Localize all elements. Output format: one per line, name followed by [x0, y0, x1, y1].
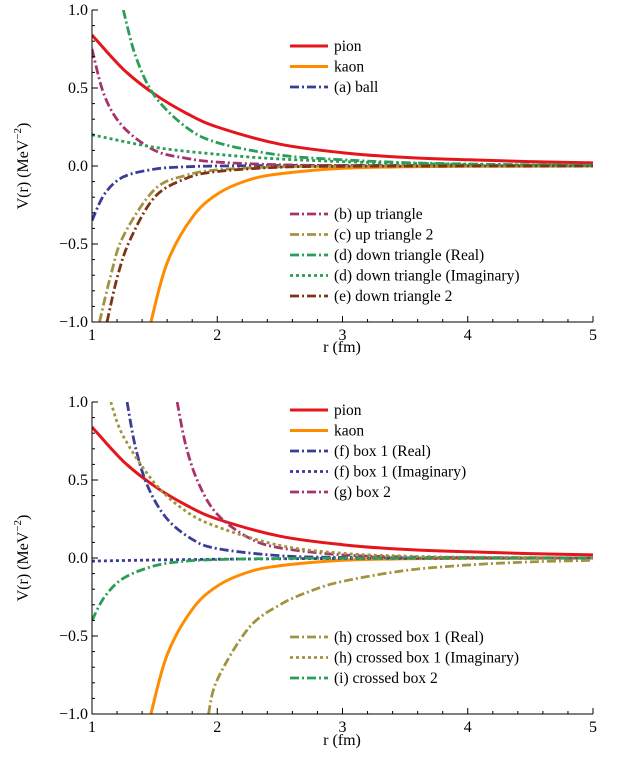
top-series-line-7 [105, 164, 593, 322]
bottom-y-axis-label: V(r) (MeV−2) [12, 515, 32, 602]
top-legend-label-0: pion [334, 38, 362, 55]
top-series-group [92, 10, 593, 322]
bottom-y-axis-label-main: V(r) (MeV [15, 531, 32, 601]
bottom-y-tick-label-0: −1.0 [59, 706, 88, 723]
bottom-y-tick-label-4: 1.0 [68, 394, 88, 411]
bottom-legend-label-3: (f) box 1 (Imaginary) [334, 464, 466, 481]
top-legend-group: pion kaon (a) ball (b) up triangle (c) up tr… [290, 38, 520, 305]
bottom-legend-label-5: (h) crossed box 1 (Real) [334, 629, 484, 646]
bottom-legend-label-0: pion [334, 402, 362, 419]
bottom-legend-label-2: (f) box 1 (Real) [334, 443, 431, 460]
top-x-tick-label-3: 4 [464, 327, 472, 344]
top-series-line-0 [92, 33, 593, 165]
bottom-legend-group: pion kaon (f) box 1 (Real) (f) box 1 (Imagi… [290, 402, 519, 687]
bottom-x-tick-label-2: 3 [339, 719, 347, 736]
bottom-x-tick-label-4: 5 [589, 719, 597, 736]
bottom-y-tick-label-3: 0.5 [68, 472, 88, 489]
bottom-legend-label-1: kaon [334, 423, 364, 440]
bottom-series-line-5 [207, 558, 593, 714]
bottom-panel: 1 2 3 4 5 −1.0 −0.5 0.0 0.5 1.0 pion kaon (f) box 1… [12, 394, 597, 749]
top-y-tick-label-0: −1.0 [59, 314, 88, 331]
bottom-legend-label-7: (i) crossed box 2 [334, 670, 438, 687]
top-y-axis-label: V(r) (MeV−2) [12, 123, 32, 210]
top-legend-label-7: (e) down triangle 2 [334, 288, 452, 305]
top-legend-label-6: (d) down triangle (Imaginary) [334, 268, 520, 285]
bottom-y-tick-label-2: 0.0 [68, 550, 88, 567]
top-y-axis-label-close: ) [15, 123, 32, 128]
top-y-tick-label-2: 0.0 [68, 158, 88, 175]
top-x-tick-label-2: 3 [339, 327, 347, 344]
bottom-series-line-7 [92, 556, 593, 622]
bottom-x-tick-label-3: 4 [464, 719, 472, 736]
top-series-line-3 [92, 48, 593, 168]
top-panel: 1 2 3 4 5 −1.0 −0.5 0.0 0.5 1.0 pion kaon (a) ball (… [12, 2, 597, 356]
top-legend-label-4: (c) up triangle 2 [334, 227, 433, 244]
top-legend-label-1: kaon [334, 59, 364, 76]
top-legend-label-5: (d) down triangle (Real) [334, 247, 484, 264]
top-y-tick-label-1: −0.5 [59, 236, 88, 253]
top-y-axis-label-main: V(r) (MeV [15, 139, 32, 209]
bottom-x-tick-label-1: 2 [213, 719, 221, 736]
bottom-y-axis-label-close: ) [15, 515, 32, 520]
bottom-x-axis-label: r (fm) [323, 732, 361, 749]
bottom-y-tick-label-1: −0.5 [59, 628, 88, 645]
bottom-series-group [92, 402, 593, 714]
top-legend-label-2: (a) ball [334, 79, 378, 96]
top-x-tick-label-0: 1 [88, 327, 96, 344]
bottom-axes-group: 1 2 3 4 5 −1.0 −0.5 0.0 0.5 1.0 [59, 394, 597, 736]
top-y-axis-label-exp: −2 [12, 128, 24, 140]
top-y-tick-label-3: 0.5 [68, 80, 88, 97]
top-x-tick-label-1: 2 [213, 327, 221, 344]
top-series-line-4 [98, 164, 593, 322]
bottom-y-axis-label-exp: −2 [12, 520, 24, 532]
top-x-tick-label-4: 5 [589, 327, 597, 344]
bottom-x-tick-label-0: 1 [88, 719, 96, 736]
bottom-legend-label-6: (h) crossed box 1 (Imaginary) [334, 650, 519, 667]
top-x-axis-label: r (fm) [323, 339, 361, 356]
top-legend-label-3: (b) up triangle [334, 206, 423, 223]
top-axes-group: 1 2 3 4 5 −1.0 −0.5 0.0 0.5 1.0 [59, 2, 597, 344]
bottom-legend-label-4: (g) box 2 [334, 484, 391, 501]
top-y-tick-label-4: 1.0 [68, 2, 88, 19]
